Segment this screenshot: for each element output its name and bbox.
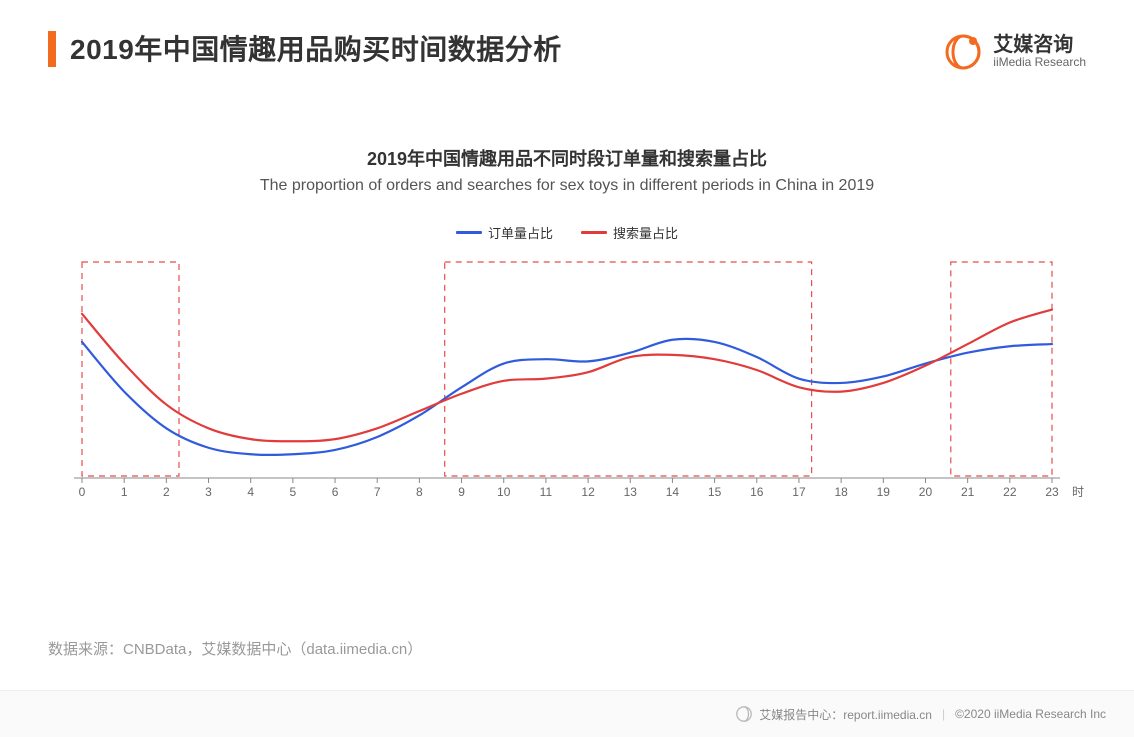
chart-plot: 01234567891011121314151617181920212223时 <box>48 252 1086 512</box>
chart-svg: 01234567891011121314151617181920212223时 <box>48 252 1086 512</box>
svg-text:6: 6 <box>332 485 339 499</box>
svg-text:10: 10 <box>497 485 511 499</box>
svg-text:13: 13 <box>624 485 638 499</box>
svg-text:17: 17 <box>792 485 806 499</box>
footer-bar: 艾媒报告中心：report.iimedia.cn | ©2020 iiMedia… <box>0 690 1134 737</box>
title-wrap: 2019年中国情趣用品购买时间数据分析 <box>48 28 562 68</box>
svg-text:8: 8 <box>416 485 423 499</box>
svg-text:时: 时 <box>1072 485 1084 499</box>
footer-report-center: 艾媒报告中心：report.iimedia.cn <box>759 706 932 723</box>
svg-text:4: 4 <box>247 485 254 499</box>
series-orders <box>82 339 1052 455</box>
svg-text:16: 16 <box>750 485 764 499</box>
svg-text:5: 5 <box>290 485 297 499</box>
svg-text:14: 14 <box>666 485 680 499</box>
chart-title-cn: 2019年中国情趣用品不同时段订单量和搜索量占比 <box>48 145 1086 171</box>
svg-text:18: 18 <box>834 485 848 499</box>
footer-copyright: ©2020 iiMedia Research Inc <box>955 707 1106 721</box>
svg-text:15: 15 <box>708 485 722 499</box>
data-source: 数据来源：CNBData，艾媒数据中心（data.iimedia.cn） <box>48 638 422 659</box>
chart-title-en: The proportion of orders and searches fo… <box>48 177 1086 195</box>
svg-text:7: 7 <box>374 485 381 499</box>
svg-text:11: 11 <box>540 485 553 499</box>
svg-text:20: 20 <box>919 485 933 499</box>
legend-item: 订单量占比 <box>456 223 553 242</box>
chart-legend: 订单量占比 搜索量占比 <box>48 223 1086 242</box>
brand-icon <box>943 32 983 72</box>
footer-separator: | <box>942 707 945 721</box>
svg-text:3: 3 <box>205 485 212 499</box>
legend-label: 订单量占比 <box>488 223 553 242</box>
svg-text:9: 9 <box>458 485 465 499</box>
chart-block: 2019年中国情趣用品不同时段订单量和搜索量占比 The proportion … <box>48 145 1086 512</box>
svg-text:1: 1 <box>121 485 128 499</box>
svg-text:23: 23 <box>1045 485 1059 499</box>
legend-label: 搜索量占比 <box>613 223 678 242</box>
legend-swatch <box>456 231 482 234</box>
svg-text:0: 0 <box>79 485 86 499</box>
brand-name-en: iiMedia Research <box>993 56 1086 69</box>
legend-swatch <box>581 231 607 234</box>
page-title: 2019年中国情趣用品购买时间数据分析 <box>70 28 562 68</box>
svg-text:21: 21 <box>961 485 975 499</box>
title-accent-bar <box>48 31 56 67</box>
brand-name-cn: 艾媒咨询 <box>993 35 1086 56</box>
svg-text:2: 2 <box>163 485 170 499</box>
footer-brand-icon <box>735 705 753 723</box>
header: 2019年中国情趣用品购买时间数据分析 艾媒咨询 iiMedia Researc… <box>48 28 1086 72</box>
legend-item: 搜索量占比 <box>581 223 678 242</box>
svg-text:22: 22 <box>1003 485 1017 499</box>
svg-text:19: 19 <box>877 485 891 499</box>
svg-text:12: 12 <box>581 485 595 499</box>
brand-logo: 艾媒咨询 iiMedia Research <box>943 32 1086 72</box>
series-searches <box>82 310 1052 442</box>
